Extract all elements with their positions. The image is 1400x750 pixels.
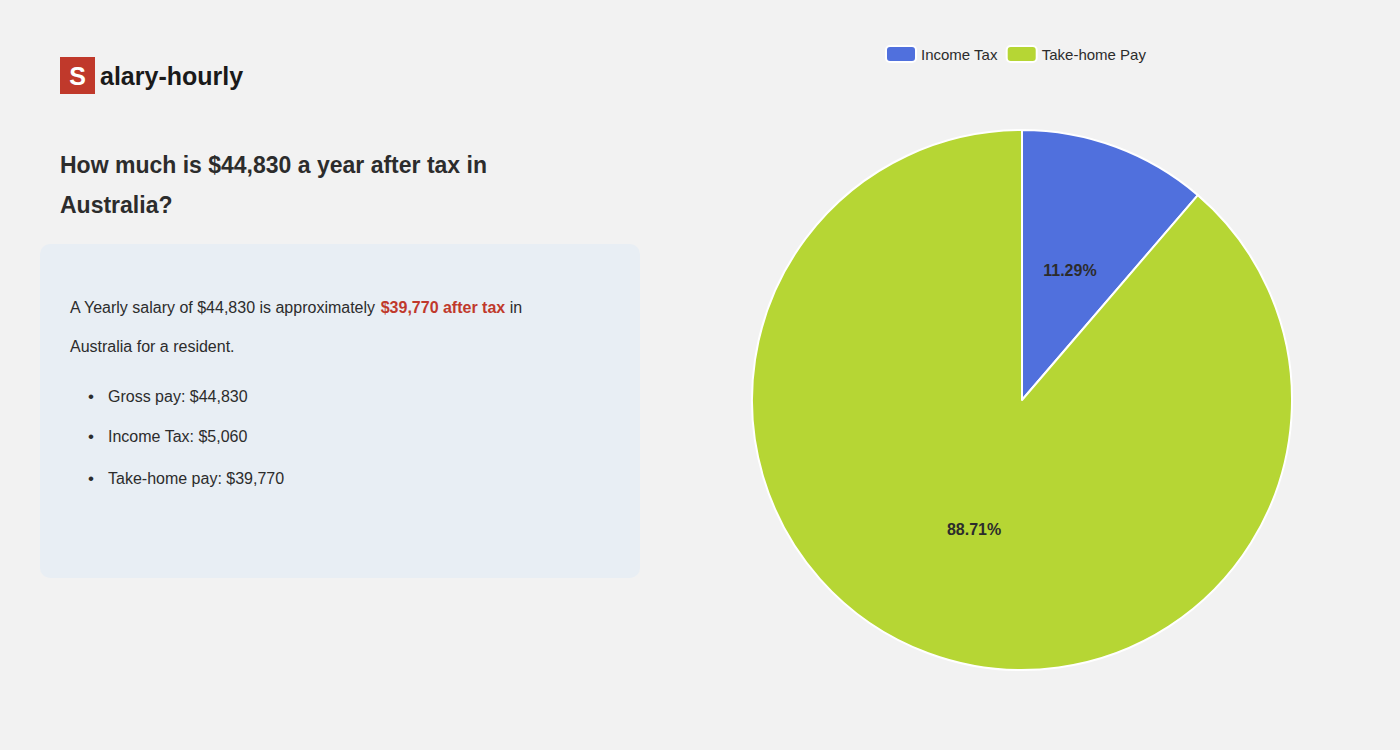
svg-text:alary-hourly: alary-hourly [100,62,243,90]
svg-text:A Yearly salary of $44,830 is: A Yearly salary of $44,830 is approximat… [70,299,380,316]
svg-text:in: in [505,299,522,316]
svg-text:•: • [88,427,94,446]
svg-text:•: • [88,469,94,488]
svg-text:Take-home Pay: Take-home Pay [1042,46,1147,63]
svg-text:•: • [88,387,94,406]
svg-text:S: S [69,62,86,90]
svg-text:How much is $44,830 a year aft: How much is $44,830 a year after tax in [60,152,487,178]
svg-text:Take-home pay: $39,770: Take-home pay: $39,770 [108,470,284,487]
svg-text:$39,770 after tax: $39,770 after tax [381,299,506,316]
svg-text:Income Tax: Income Tax [921,46,998,63]
svg-text:Gross pay: $44,830: Gross pay: $44,830 [108,388,248,405]
svg-text:Australia for a resident.: Australia for a resident. [70,338,235,355]
svg-text:88.71%: 88.71% [947,521,1001,538]
svg-text:Income Tax: $5,060: Income Tax: $5,060 [108,428,247,445]
svg-text:11.29%: 11.29% [1043,262,1096,279]
svg-text:Australia?: Australia? [60,192,172,218]
